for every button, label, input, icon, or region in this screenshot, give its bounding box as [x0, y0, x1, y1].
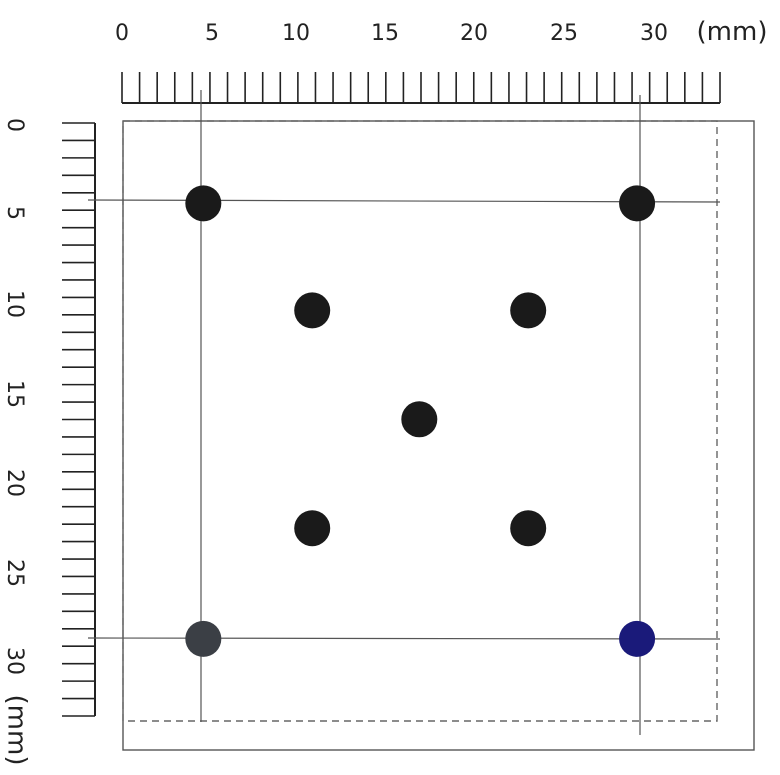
top-ruler	[121, 72, 721, 104]
dot-9	[619, 620, 656, 657]
left-tick-label: 10	[2, 290, 27, 318]
dot-3	[294, 292, 331, 329]
dashed-frame	[122, 120, 718, 722]
top-tick-label: 10	[282, 21, 310, 46]
left-ruler	[62, 122, 96, 717]
dot-8	[185, 620, 222, 657]
left-tick-label: 15	[2, 380, 27, 408]
left-ruler-labels: 0 5 10 15 20 25 30 (mm)	[2, 118, 32, 765]
top-tick-label: 30	[640, 21, 668, 46]
dot-1	[185, 185, 222, 222]
outer-frame	[122, 120, 755, 751]
dots	[185, 185, 656, 657]
dot-5	[401, 401, 438, 438]
top-tick-label: 0	[115, 21, 129, 46]
dot-2	[619, 185, 656, 222]
top-tick-label: 25	[550, 21, 578, 46]
dot-7	[510, 510, 547, 547]
top-tick-label: 15	[371, 21, 399, 46]
left-tick-label: 25	[2, 559, 27, 587]
left-tick-label: 30	[2, 647, 27, 675]
top-tick-label: 5	[205, 21, 219, 46]
left-ruler-unit: (mm)	[2, 695, 32, 766]
top-ruler-unit: (mm)	[697, 17, 768, 47]
dot-4	[510, 292, 547, 329]
left-tick-label: 0	[2, 118, 27, 132]
dot-6	[294, 510, 331, 547]
top-ruler-labels: 0 5 10 15 20 25 30 (mm)	[115, 17, 767, 47]
top-tick-label: 20	[460, 21, 488, 46]
left-tick-label: 20	[2, 469, 27, 497]
left-tick-label: 5	[2, 206, 27, 220]
